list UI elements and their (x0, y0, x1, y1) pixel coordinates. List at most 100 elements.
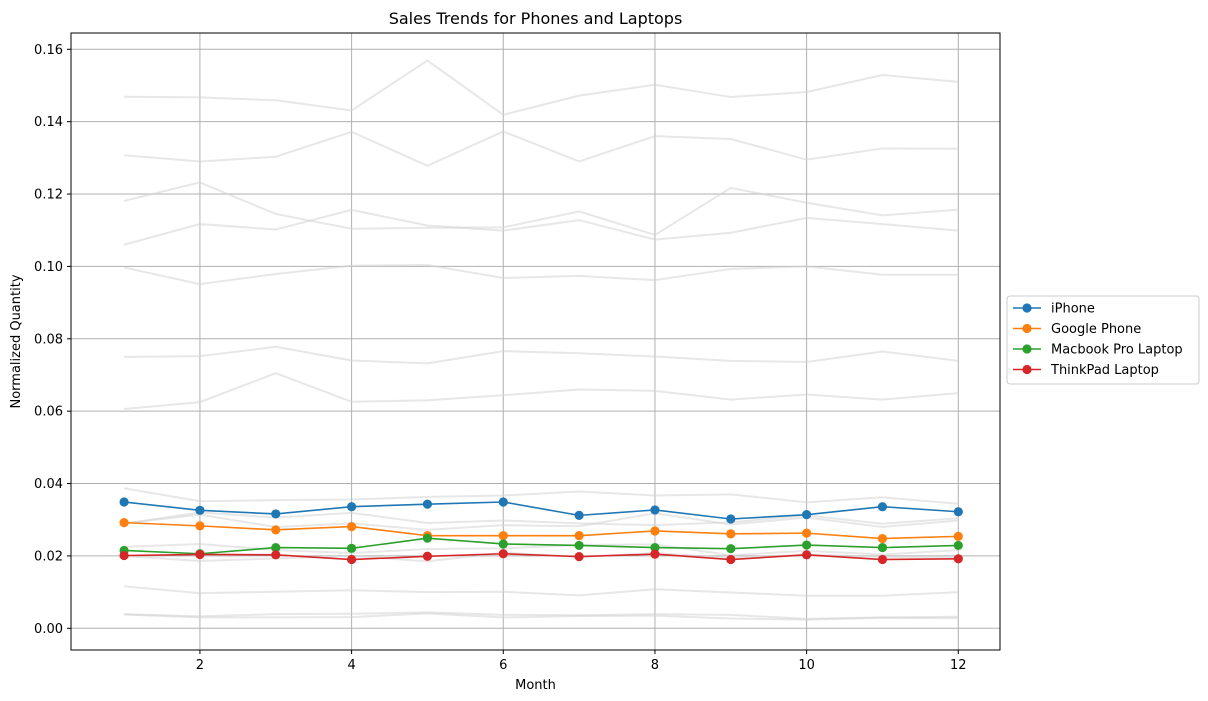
series-google-phone (119, 518, 963, 544)
background-series-line (123, 208, 959, 246)
data-point (650, 549, 660, 559)
data-point (346, 554, 357, 565)
data-point (802, 510, 812, 520)
y-tick-label: 0.16 (34, 43, 63, 58)
series-line (124, 537, 959, 555)
background-series-line (123, 585, 959, 597)
data-point (953, 540, 963, 551)
data-point (574, 540, 584, 551)
y-tick-label: 0.08 (34, 332, 63, 347)
data-point (574, 531, 584, 541)
y-tick-label: 0.06 (34, 405, 63, 420)
data-point (271, 542, 281, 553)
series-thinkpad-laptop (119, 549, 963, 565)
data-point (726, 554, 736, 565)
legend-item: ThinkPad Laptop (1013, 363, 1159, 378)
data-point (498, 531, 508, 541)
x-tick-label: 2 (196, 658, 204, 673)
data-point (650, 526, 660, 536)
data-point (346, 502, 357, 512)
data-point (726, 544, 736, 554)
legend-label: Google Phone (1051, 322, 1141, 337)
series-macbook-pro-laptop (119, 533, 963, 559)
data-point (195, 549, 205, 560)
background-series-line (123, 487, 959, 505)
legend-label: iPhone (1051, 302, 1095, 317)
data-point (953, 554, 963, 564)
data-point (802, 550, 812, 560)
x-tick-label: 10 (798, 658, 815, 673)
background-series-line (124, 130, 959, 167)
data-point (422, 533, 433, 543)
data-point (271, 550, 281, 560)
y-tick-label: 0.02 (34, 549, 63, 564)
y-axis-label: Normalized Quantity (9, 274, 24, 408)
series-line (123, 501, 959, 520)
background-series-line (124, 59, 959, 116)
data-point (953, 507, 963, 517)
data-point (346, 522, 357, 532)
x-tick-label: 12 (950, 658, 967, 673)
background-series-line (123, 372, 959, 410)
y-tick-label: 0.12 (34, 188, 63, 203)
data-point (802, 540, 812, 550)
legend-label: Macbook Pro Laptop (1051, 343, 1183, 358)
data-point (650, 542, 660, 553)
data-point (271, 509, 281, 519)
data-point (271, 525, 281, 535)
data-point (195, 521, 205, 531)
legend: iPhone Google Phone Macbook Pro Laptop Thin… (1006, 295, 1200, 385)
data-point (802, 528, 812, 538)
series-line (124, 521, 959, 540)
background-series-line (123, 263, 959, 286)
data-point (877, 502, 888, 512)
data-point (953, 531, 963, 541)
data-point (650, 505, 660, 515)
data-point (422, 551, 433, 561)
data-point (877, 554, 888, 565)
data-point (119, 497, 129, 507)
series-iphone (119, 497, 963, 524)
legend-marker (1022, 364, 1032, 375)
background-series-line (123, 511, 959, 527)
x-tick-label: 8 (651, 658, 659, 673)
series-line (124, 552, 959, 561)
data-point (422, 499, 433, 509)
series-group (119, 497, 963, 565)
chart-title: Sales Trends for Phones and Laptops (389, 9, 683, 28)
legend-marker (1022, 344, 1032, 354)
data-point (877, 533, 888, 544)
y-tick-label: 0.00 (34, 622, 63, 637)
plot-frame (70, 32, 1001, 651)
legend-label: ThinkPad Laptop (1050, 363, 1159, 378)
data-point (195, 505, 205, 515)
legend-marker (1022, 323, 1032, 334)
y-tick-label: 0.14 (34, 115, 63, 130)
background-series-line (124, 612, 959, 621)
data-point (498, 549, 508, 559)
background-series-group (123, 59, 959, 621)
x-tick-label: 6 (499, 658, 507, 673)
data-point (877, 542, 888, 553)
legend-marker (1022, 303, 1032, 313)
data-point (498, 497, 508, 507)
data-point (346, 543, 357, 553)
background-series-line (123, 512, 959, 531)
data-point (119, 518, 129, 528)
legend-item: Google Phone (1013, 322, 1141, 337)
data-point (574, 552, 584, 562)
x-tick-label: 4 (347, 658, 355, 673)
grid-lines (71, 33, 1000, 650)
y-axis-ticks: 0.00 0.02 0.04 0.06 0.08 0.10 0.12 0.14 0.16 (34, 43, 71, 637)
x-axis-ticks: 2 4 6 8 10 12 (196, 650, 967, 673)
background-series-line (123, 181, 959, 237)
data-point (726, 514, 736, 524)
y-tick-label: 0.10 (34, 260, 63, 275)
legend-item: Macbook Pro Laptop (1013, 343, 1183, 358)
background-series-line (124, 345, 959, 365)
data-point (498, 539, 508, 549)
y-tick-label: 0.04 (34, 477, 63, 492)
legend-box (1006, 295, 1200, 385)
data-point (574, 510, 584, 520)
